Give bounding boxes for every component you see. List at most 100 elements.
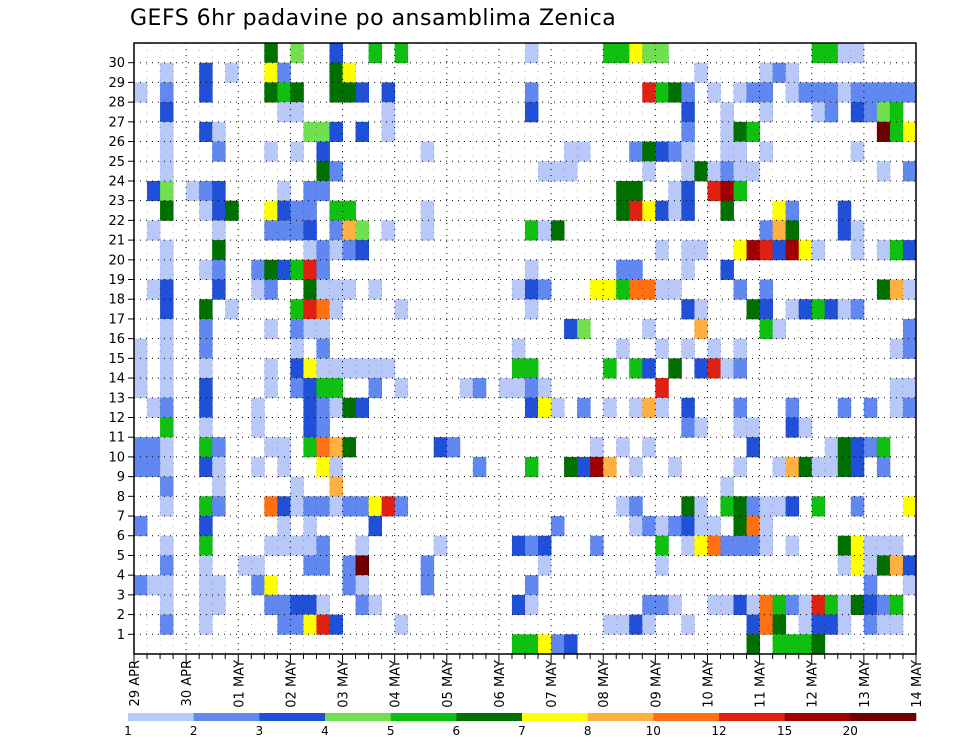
precip-cell: [316, 121, 330, 142]
precip-cell: [876, 437, 891, 458]
precip-cell: [902, 82, 917, 103]
precip-cell: [329, 378, 343, 399]
precip-cell: [642, 614, 656, 635]
precip-cell: [342, 82, 356, 103]
precip-cell: [811, 240, 826, 261]
precip-cell: [290, 220, 304, 241]
precip-cell: [746, 417, 760, 438]
precip-cell: [381, 121, 396, 142]
precip-cell: [303, 358, 317, 379]
precip-cell: [876, 555, 891, 576]
precip-cell: [160, 575, 174, 596]
colorbar-segment: [390, 713, 457, 721]
precip-cell: [525, 378, 539, 399]
precip-cell: [668, 82, 682, 103]
precip-cell: [199, 555, 213, 576]
precip-cell: [603, 358, 617, 379]
precip-cell: [642, 516, 656, 537]
y-tick-label: 22: [108, 214, 125, 229]
precip-cell: [577, 318, 591, 340]
precip-cell: [160, 358, 174, 379]
precip-cell: [837, 299, 852, 320]
precip-cell: [811, 82, 826, 103]
precip-cell: [368, 378, 383, 399]
precip-cell: [225, 200, 239, 221]
precip-cell: [147, 456, 161, 478]
precip-cell: [629, 200, 643, 221]
precip-cell: [902, 121, 917, 142]
precip-cell: [681, 535, 695, 556]
x-tick-label: 11 MAY: [754, 660, 769, 708]
precip-cell: [251, 259, 265, 280]
precip-cell: [746, 240, 760, 261]
precip-cell: [668, 141, 682, 162]
precip-cell: [303, 220, 317, 241]
y-tick-label: 26: [108, 135, 125, 150]
precip-cell: [355, 121, 369, 142]
precip-cell: [277, 516, 291, 537]
precip-cell: [147, 180, 161, 202]
precip-cell: [199, 299, 213, 320]
precip-cell: [889, 535, 904, 556]
precip-cell: [264, 378, 278, 399]
precip-cell: [837, 397, 852, 418]
precip-cell: [316, 240, 330, 261]
precip-cell: [733, 180, 747, 202]
precip-cell: [329, 220, 343, 241]
precip-cell: [199, 200, 213, 221]
precip-cell: [746, 535, 760, 556]
precip-cell: [655, 141, 669, 162]
x-tick-label: 05 MAY: [441, 660, 456, 708]
precip-cell: [577, 141, 591, 162]
precip-cell: [616, 200, 630, 221]
x-tick-label: 30 APR: [180, 660, 195, 706]
precip-cell: [902, 240, 917, 261]
colorbar-segment: [719, 713, 785, 721]
precip-cell: [837, 220, 852, 241]
precip-cell: [837, 594, 852, 615]
precip-cell: [525, 220, 539, 241]
precip-cell: [186, 180, 200, 202]
colorbar-segment: [850, 713, 917, 721]
precip-cell: [681, 397, 695, 418]
precip-cell: [290, 338, 304, 359]
precip-cell: [212, 121, 226, 142]
y-tick-label: 21: [108, 234, 125, 249]
precip-cell: [277, 456, 291, 478]
precip-cell: [863, 535, 878, 556]
precip-cell: [303, 299, 317, 320]
precip-cell: [759, 279, 774, 300]
precip-cell: [785, 634, 800, 655]
precip-cell: [420, 220, 435, 241]
precip-cell: [264, 535, 278, 556]
precip-cell: [850, 555, 865, 576]
precip-cell: [277, 437, 291, 458]
precip-cell: [668, 200, 682, 221]
precip-cell: [303, 397, 317, 418]
precip-cell: [290, 200, 304, 221]
precip-cell: [212, 594, 226, 615]
precip-cell: [902, 279, 917, 300]
precip-cell: [668, 516, 682, 537]
precip-cell: [212, 259, 226, 280]
precip-cell: [264, 437, 278, 458]
precip-cell: [863, 82, 878, 103]
precip-cell: [681, 417, 695, 438]
precip-cell: [733, 121, 747, 142]
precip-cell: [902, 555, 917, 576]
precip-cell: [642, 358, 656, 379]
precip-cell: [160, 161, 174, 182]
precip-cell: [681, 259, 695, 280]
precip-cell: [772, 614, 787, 635]
precip-cell: [199, 456, 213, 478]
precip-cell: [850, 141, 865, 162]
precip-cell: [342, 200, 356, 221]
precip-cell: [707, 358, 721, 379]
precip-cell: [772, 240, 787, 261]
precip-cell: [368, 279, 383, 300]
precip-cell: [525, 535, 539, 556]
precip-cell: [134, 378, 148, 399]
precip-cell: [720, 535, 734, 556]
precip-cell: [902, 378, 917, 399]
y-tick-label: 30: [108, 56, 125, 71]
